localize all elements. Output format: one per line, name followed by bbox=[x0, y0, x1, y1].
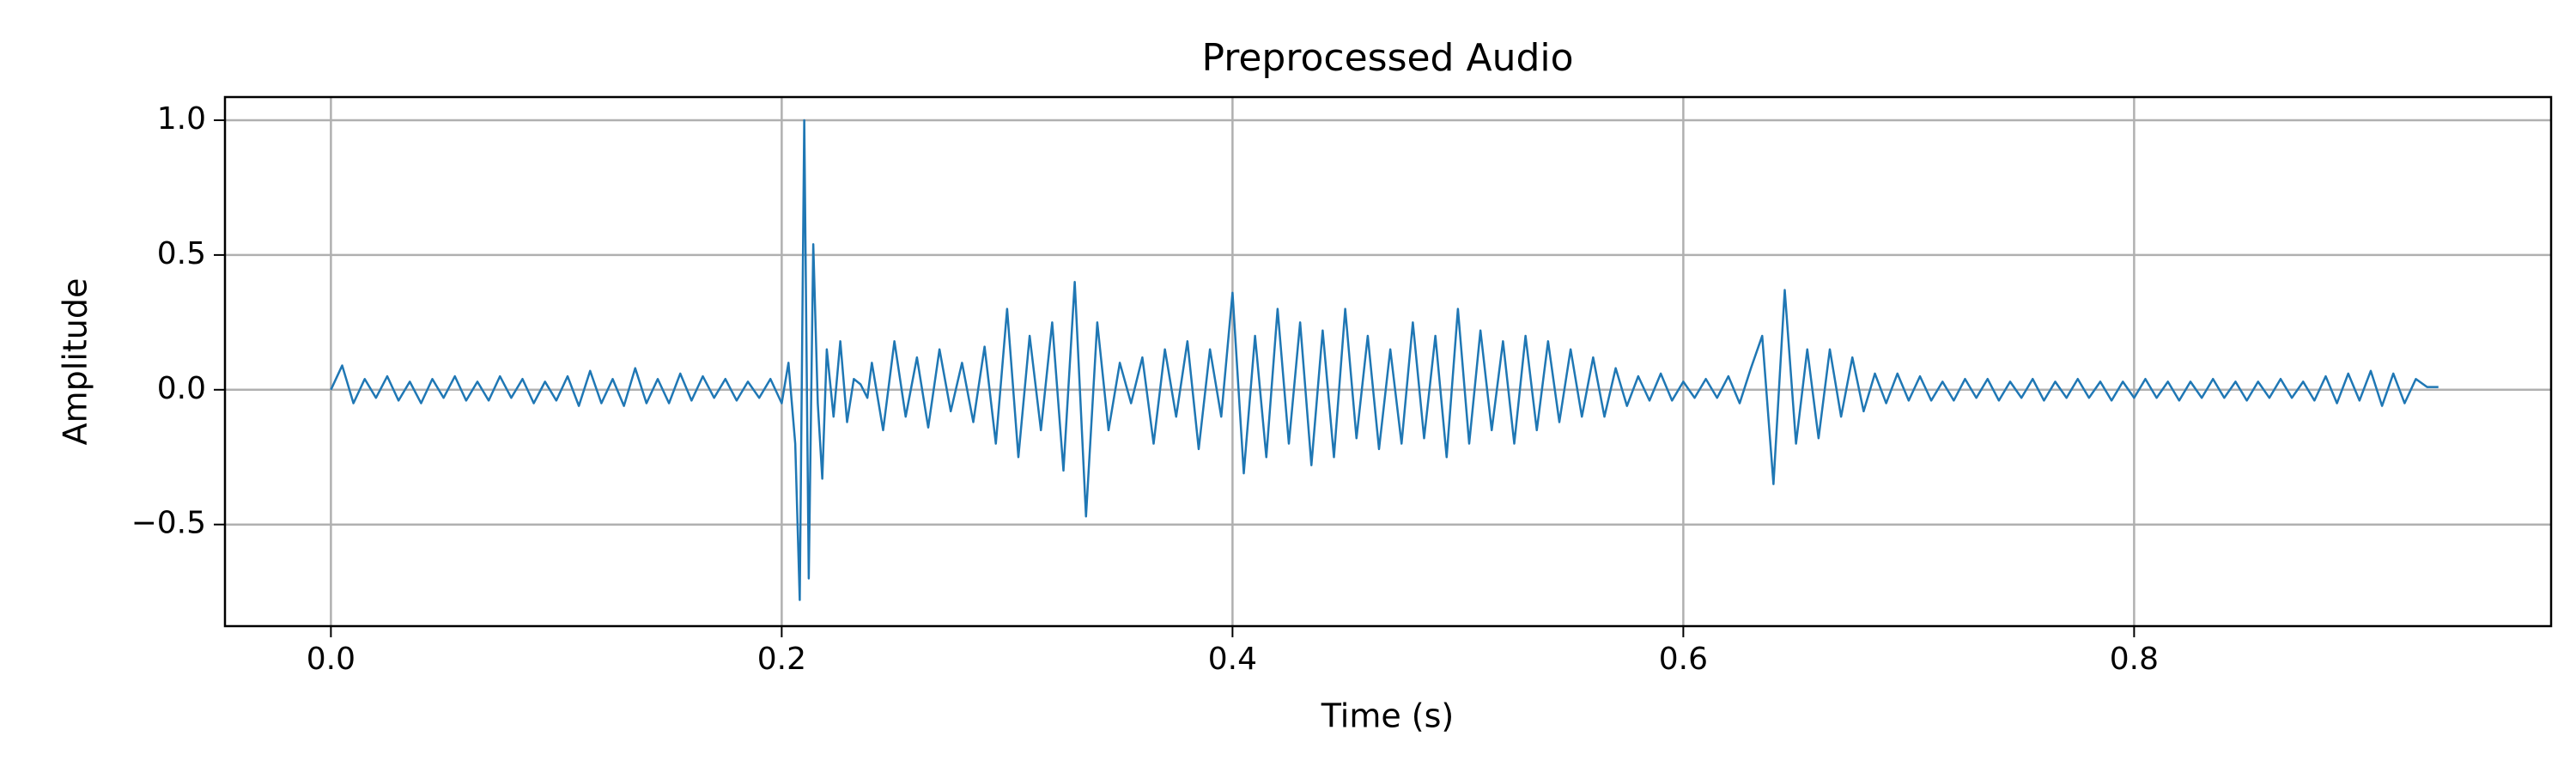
x-tick-label: 0.0 bbox=[307, 642, 355, 677]
y-axis-label: Amplitude bbox=[57, 278, 94, 446]
x-tick-label: 0.2 bbox=[757, 642, 806, 677]
y-tick-label: 0.0 bbox=[157, 371, 206, 406]
waveform-line bbox=[330, 119, 2439, 601]
x-tick-label: 0.6 bbox=[1659, 642, 1708, 677]
plot-frame bbox=[223, 95, 2553, 628]
x-tick-label: 0.4 bbox=[1208, 642, 1257, 677]
x-tick-label: 0.8 bbox=[2110, 642, 2159, 677]
x-axis-label: Time (s) bbox=[1321, 697, 1455, 735]
y-tick-label: 1.0 bbox=[157, 101, 206, 137]
y-tick-label: 0.5 bbox=[157, 236, 206, 271]
y-tick-label: −0.5 bbox=[131, 506, 206, 541]
chart-title: Preprocessed Audio bbox=[1201, 36, 1573, 80]
